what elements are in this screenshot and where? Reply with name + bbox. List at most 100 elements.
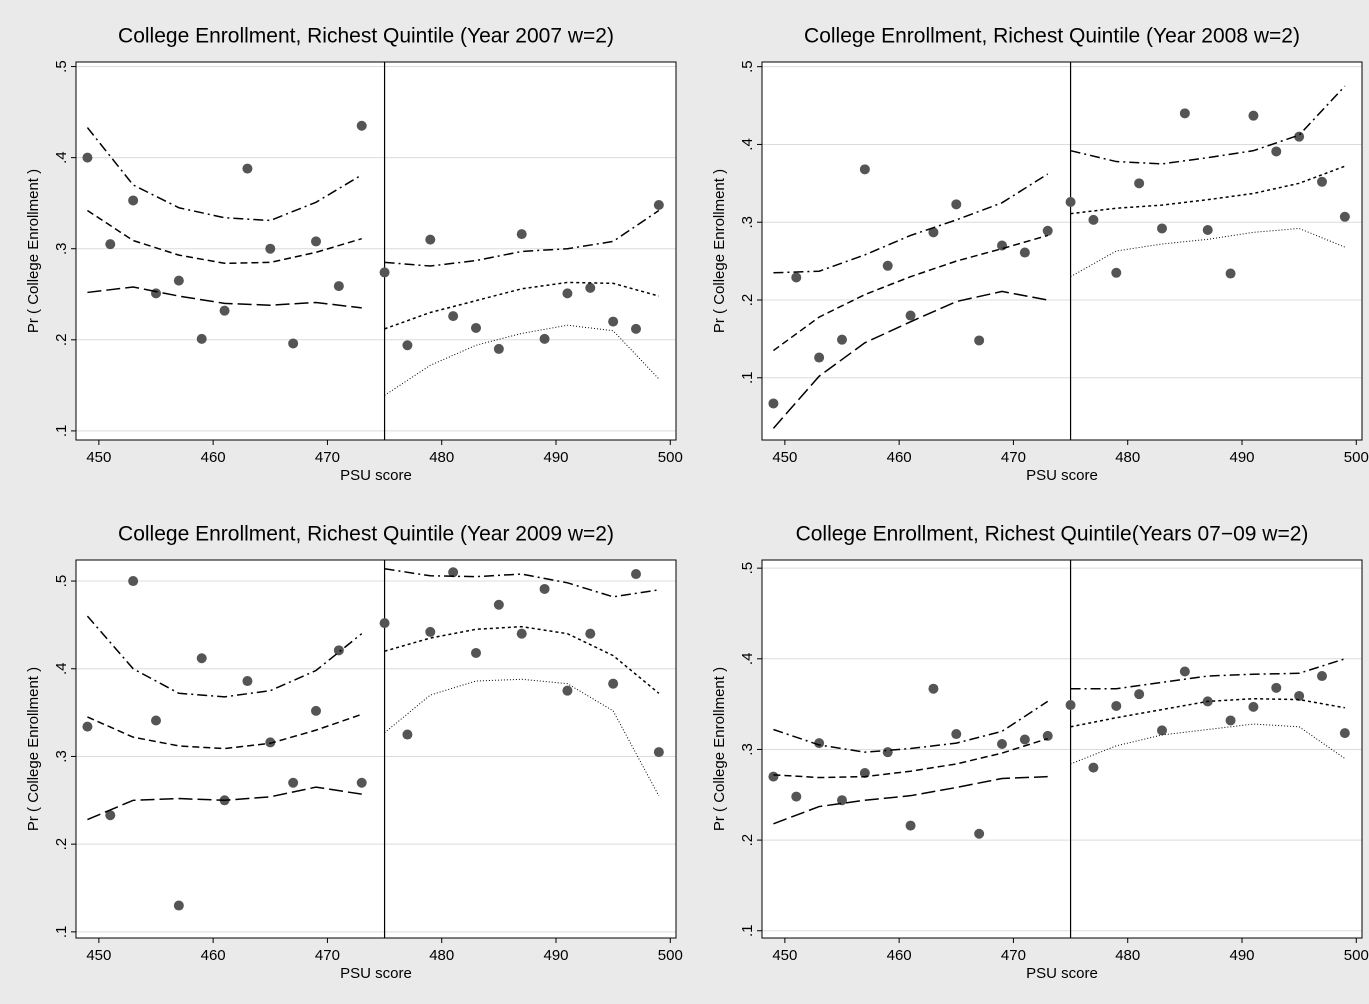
point [1019, 247, 1030, 258]
x-tick-label: 470 [1001, 947, 1026, 964]
fit-line [384, 568, 659, 598]
y-tick-label: .3 [53, 750, 70, 763]
point [1111, 267, 1122, 278]
point [1111, 700, 1122, 711]
point [974, 828, 985, 839]
point [631, 569, 641, 580]
point [288, 777, 299, 788]
x-tick-label: 450 [86, 947, 111, 964]
point [608, 678, 619, 689]
fit-line [384, 324, 660, 396]
plot-frame [761, 559, 1363, 939]
point [905, 310, 916, 321]
point [311, 236, 321, 247]
point [379, 267, 390, 278]
x-tick-label: 460 [201, 449, 226, 466]
point [882, 260, 893, 271]
fit-line [86, 615, 363, 698]
y-axis-label: Pr ( College Enrollment ) [711, 169, 728, 333]
chart-title: College Enrollment, Richest Quintile (Ye… [118, 523, 614, 546]
point [516, 229, 527, 240]
plot-area [76, 560, 676, 938]
x-axis-label: PSU score [340, 965, 412, 982]
y-tick-label: .3 [739, 216, 756, 229]
point [448, 567, 459, 578]
x-tick-label: 450 [86, 449, 111, 466]
chart-title: College Enrollment, Richest Quintile (Ye… [118, 25, 614, 48]
x-tick-label: 470 [315, 947, 340, 964]
x-tick-label: 500 [1344, 449, 1369, 466]
point [82, 721, 93, 732]
panel: College Enrollment, Richest Quintile(Yea… [711, 523, 1369, 982]
plot-frame [75, 559, 677, 939]
point [997, 739, 1007, 750]
x-tick-label: 480 [429, 947, 454, 964]
x-tick-label: 500 [658, 947, 683, 964]
fit-line [1070, 165, 1346, 215]
fit-line [772, 234, 1048, 352]
y-tick-label: .5 [739, 60, 756, 73]
point [242, 676, 253, 687]
x-tick-label: 490 [543, 947, 568, 964]
point [653, 747, 664, 758]
point [1179, 666, 1190, 677]
point [653, 200, 664, 211]
point [1134, 689, 1145, 700]
point [516, 628, 527, 639]
point [1248, 110, 1259, 121]
fit-line [384, 281, 660, 330]
point [859, 164, 870, 175]
point [333, 281, 344, 292]
point [882, 747, 893, 758]
x-tick-label: 470 [315, 449, 340, 466]
fit-line [773, 775, 1048, 825]
point [768, 771, 779, 782]
point [196, 333, 207, 344]
y-tick-label: .3 [53, 242, 70, 255]
x-axis-label: PSU score [1026, 467, 1098, 484]
point [1225, 715, 1236, 726]
point [448, 311, 459, 322]
point [151, 715, 161, 726]
point [608, 316, 619, 327]
x-tick-label: 470 [1001, 449, 1026, 466]
y-axis-label: Pr ( College Enrollment ) [711, 667, 728, 831]
point [859, 768, 870, 779]
point [837, 334, 847, 345]
point [1179, 108, 1190, 119]
y-tick-label: .2 [53, 334, 70, 347]
x-tick-label: 490 [543, 449, 568, 466]
point [128, 576, 139, 587]
point [974, 335, 985, 346]
plot-area [762, 62, 1362, 440]
fit-line [1070, 85, 1346, 165]
point [1271, 682, 1282, 693]
fit-line [772, 290, 1048, 429]
x-tick-label: 500 [658, 449, 683, 466]
point [151, 288, 161, 299]
point [356, 120, 367, 131]
y-tick-label: .5 [53, 60, 70, 73]
plot-frame [761, 61, 1363, 441]
y-tick-label: .1 [53, 926, 70, 939]
point [402, 729, 413, 740]
fit-line [1070, 227, 1346, 278]
chart-title: College Enrollment, Richest Quintile (Ye… [804, 25, 1300, 48]
point [585, 282, 596, 293]
point [379, 618, 390, 629]
point [196, 653, 207, 664]
y-tick-label: .4 [739, 653, 756, 666]
y-tick-label: .1 [739, 372, 756, 385]
point [105, 239, 116, 250]
plot-frame [75, 61, 677, 441]
y-tick-label: .2 [53, 838, 70, 851]
point [493, 343, 504, 354]
point [928, 227, 939, 238]
point [219, 305, 230, 316]
x-axis-label: PSU score [1026, 965, 1098, 982]
plot-area [76, 62, 676, 440]
x-tick-label: 490 [1229, 947, 1254, 964]
point [1134, 178, 1145, 189]
